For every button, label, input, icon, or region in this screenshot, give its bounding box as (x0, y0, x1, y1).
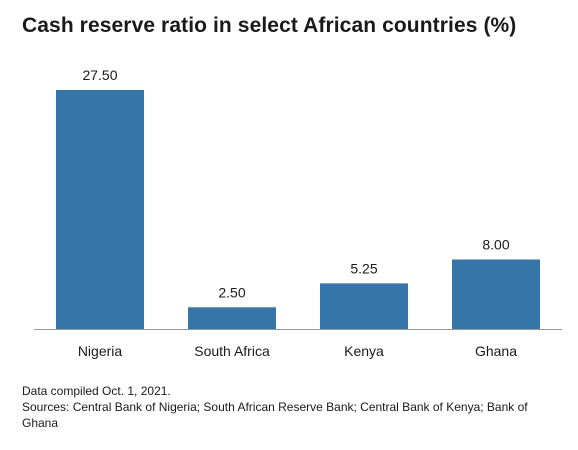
x-tick-label: Kenya (344, 343, 384, 359)
data-label: 27.50 (82, 67, 117, 83)
x-tick-label: Nigeria (78, 343, 123, 359)
chart-title: Cash reserve ratio in select African cou… (22, 14, 517, 37)
x-tick-label: South Africa (194, 343, 270, 359)
data-label: 5.25 (350, 260, 377, 276)
x-tick-label: Ghana (475, 343, 517, 359)
bar-chart: 27.50 Nigeria 2.50 South Africa 5.25 Kenya 8.0… (34, 67, 562, 359)
data-compiled-note: Data compiled Oct. 1, 2021. (22, 384, 171, 398)
chart-notes: Data compiled Oct. 1, 2021. Sources: Cen… (22, 383, 562, 431)
bar-ghana (452, 259, 540, 329)
data-label: 2.50 (218, 284, 245, 300)
bar-south-africa (188, 307, 276, 329)
data-label: 8.00 (482, 237, 509, 253)
sources-note: Sources: Central Bank of Nigeria; South … (22, 400, 528, 430)
bar-nigeria (56, 90, 144, 329)
bar-kenya (320, 283, 408, 329)
